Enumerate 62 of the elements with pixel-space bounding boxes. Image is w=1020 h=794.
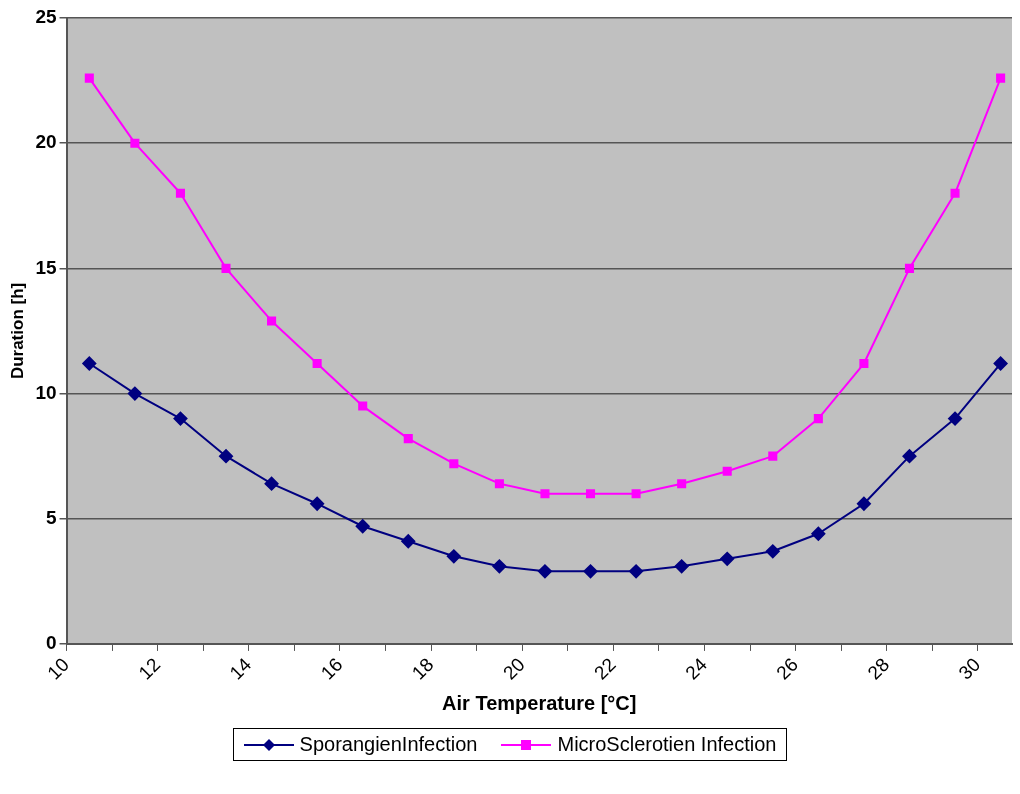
point — [492, 559, 507, 574]
x-tick-label: 28 — [863, 653, 894, 684]
point — [583, 564, 598, 579]
point — [84, 73, 94, 83]
point — [811, 526, 826, 541]
y-tick-label: 0 — [45, 632, 57, 654]
point — [537, 564, 552, 579]
point — [403, 434, 413, 444]
point — [629, 564, 644, 579]
point — [950, 188, 960, 198]
point — [449, 459, 459, 469]
point — [312, 358, 322, 369]
point — [127, 386, 142, 401]
point — [993, 356, 1008, 371]
x-tick-label: 14 — [225, 653, 256, 684]
point — [401, 534, 416, 549]
y-tick-label: 20 — [35, 131, 57, 153]
x-tick-label: 18 — [407, 653, 438, 684]
x-tick-label: 22 — [590, 653, 620, 684]
x-tick-label: 20 — [498, 653, 529, 684]
point — [267, 316, 277, 326]
point — [130, 138, 140, 148]
point — [859, 358, 869, 369]
point — [904, 263, 915, 273]
point — [221, 263, 231, 273]
point — [813, 414, 823, 424]
point — [264, 476, 279, 491]
x-tick-label: 24 — [681, 653, 712, 684]
point — [948, 411, 963, 426]
point — [310, 496, 325, 511]
point — [856, 496, 871, 511]
point — [902, 449, 917, 464]
point — [494, 479, 504, 489]
point — [585, 489, 596, 499]
y-tick-label: 10 — [35, 381, 57, 403]
point — [631, 489, 641, 499]
x-tick-label: 26 — [772, 653, 803, 684]
point — [358, 401, 368, 411]
point — [765, 544, 780, 559]
x-tick-label: 16 — [316, 653, 347, 684]
point — [996, 73, 1006, 83]
y-tick-label: 25 — [35, 6, 57, 28]
point — [722, 466, 732, 476]
point — [219, 449, 234, 464]
point — [768, 451, 778, 461]
point — [677, 479, 687, 489]
y-tick-label: 5 — [45, 506, 57, 528]
x-tick-label: 30 — [954, 653, 985, 684]
point — [175, 188, 185, 198]
point — [446, 549, 461, 564]
y-axis-title: Duration [h] — [7, 282, 27, 380]
point — [540, 489, 550, 499]
point — [355, 519, 370, 534]
legend-label: SporangienInfection — [299, 733, 478, 756]
point — [82, 356, 97, 371]
y-tick-label: 15 — [35, 256, 57, 278]
legend-label: MicroSclerotien Infection — [557, 733, 777, 756]
x-axis-title: Air Temperature [°C] — [442, 691, 637, 714]
point — [674, 559, 689, 574]
point — [720, 551, 735, 566]
point — [173, 411, 188, 426]
x-tick-label: 12 — [134, 653, 165, 684]
